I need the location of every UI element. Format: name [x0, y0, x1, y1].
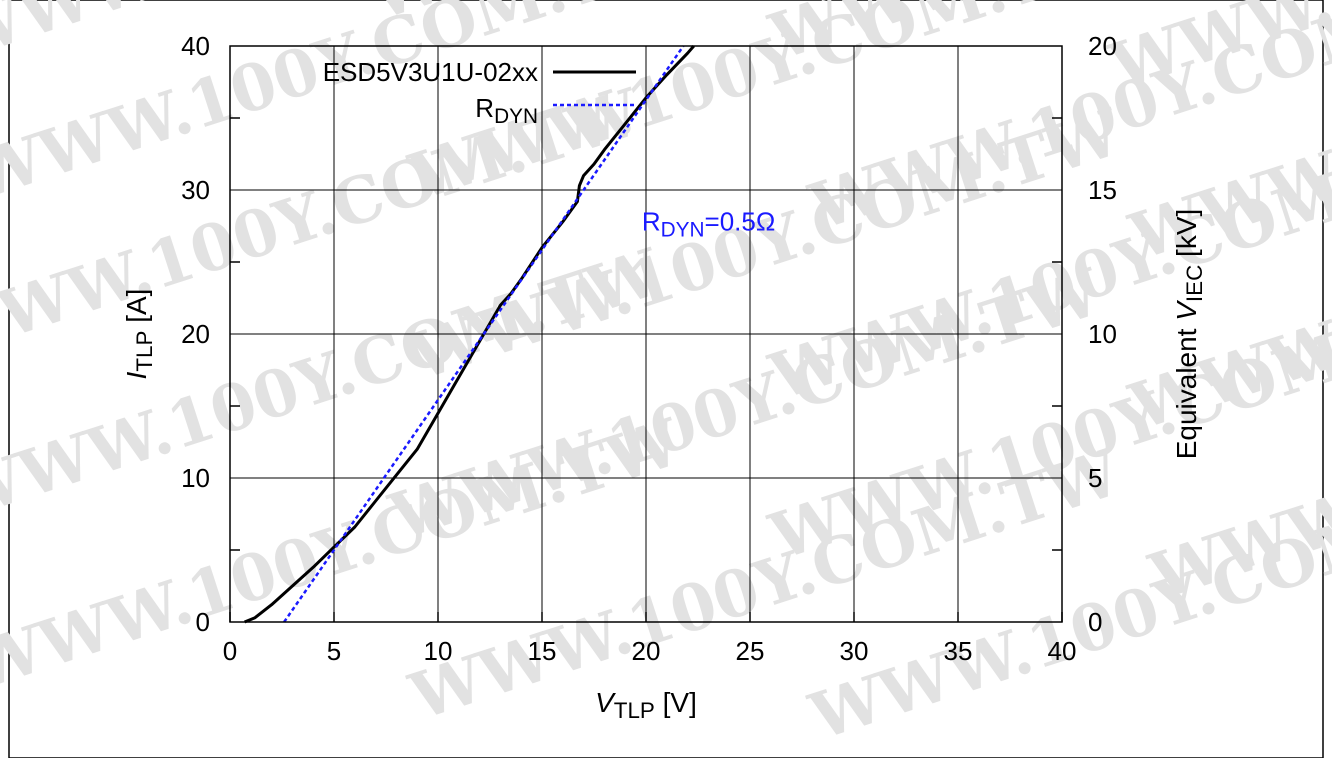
- legend-label-device: ESD5V3U1U-02xx: [323, 57, 538, 87]
- y2-tick-label: 10: [1088, 319, 1117, 349]
- y2-tick-label: 20: [1088, 31, 1117, 61]
- rdyn-annotation: RDYN=0.5Ω: [642, 206, 775, 241]
- y-tick-label: 40: [181, 31, 210, 61]
- x-tick-label: 40: [1048, 636, 1077, 666]
- x-tick-label: 35: [944, 636, 973, 666]
- x-tick-label: 5: [327, 636, 341, 666]
- x-tick-label: 0: [223, 636, 237, 666]
- y-tick-label: 30: [181, 175, 210, 205]
- y2-tick-label: 5: [1088, 463, 1102, 493]
- x-tick-label: 30: [840, 636, 869, 666]
- rdyn-annotation-text: RDYN=0.5Ω: [642, 206, 775, 241]
- series-layer: [244, 45, 695, 624]
- y2-axis-label: Equivalent VIEC [kV]: [1171, 209, 1207, 460]
- y-tick-label: 10: [181, 463, 210, 493]
- x-tick-label: 10: [424, 636, 453, 666]
- x-tick-label: 25: [736, 636, 765, 666]
- x-tick-label: 15: [528, 636, 557, 666]
- series-line: [244, 45, 695, 624]
- y2-tick-label: 0: [1088, 607, 1102, 637]
- axis-labels: VTLP [V] ITLP [A] Equivalent VIEC [kV]: [121, 209, 1207, 723]
- outer-frame: [8, 0, 1324, 758]
- x-tick-label: 20: [632, 636, 661, 666]
- legend: ESD5V3U1U-02xx RDYN: [323, 57, 636, 128]
- x-axis-label: VTLP [V]: [595, 687, 697, 723]
- legend-label-rdyn: RDYN: [475, 93, 538, 128]
- y-tick-label: 0: [196, 607, 210, 637]
- y2-tick-label: 15: [1088, 175, 1117, 205]
- y-axis-label: ITLP [A]: [121, 289, 157, 380]
- ticks: 0 5 10 15 20 25 30 35 40 0 10 20 30 40 0 5 10 15 20: [181, 31, 1117, 666]
- grid: [230, 46, 1062, 622]
- y-tick-label: 20: [181, 319, 210, 349]
- series-line: [283, 45, 685, 623]
